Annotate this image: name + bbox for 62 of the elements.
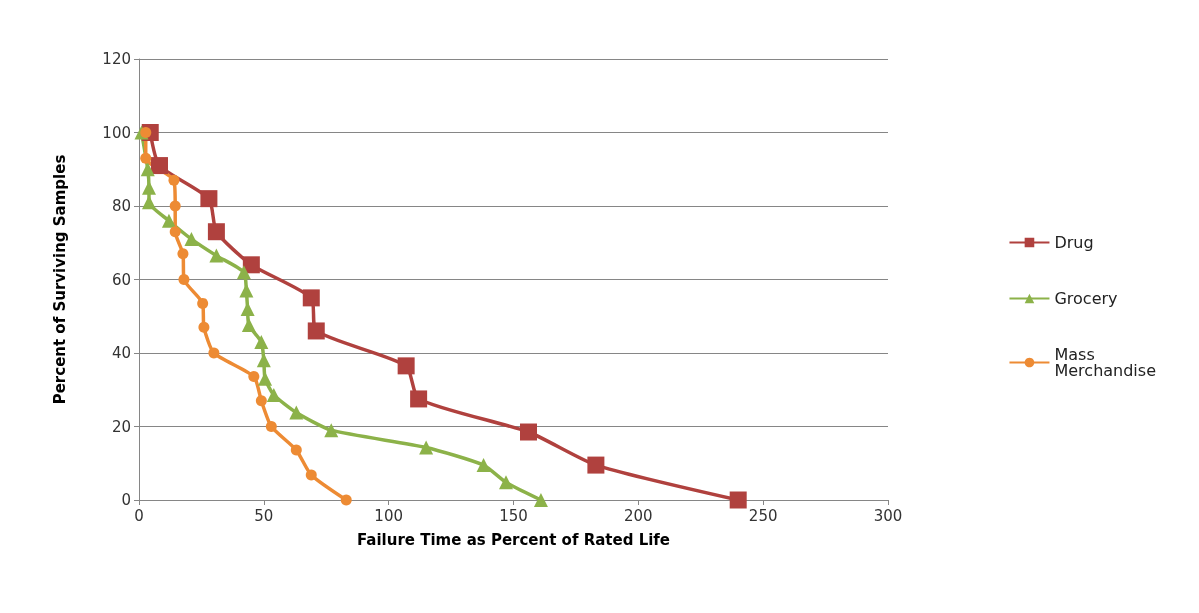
point [729, 491, 747, 509]
legend-label: Mass Merchandise [1054, 345, 1157, 380]
point [197, 297, 209, 309]
point [141, 195, 156, 210]
point [499, 475, 514, 490]
x-tick-label: 250 [748, 506, 778, 525]
point [208, 347, 220, 359]
point [324, 423, 339, 438]
point [169, 200, 181, 212]
point [533, 493, 548, 507]
x-axis-title: Failure Time as Percent of Rated Life [356, 530, 671, 549]
point [340, 494, 352, 506]
point [241, 318, 256, 333]
point [178, 274, 190, 285]
point [169, 226, 181, 238]
point [587, 456, 605, 474]
point [242, 256, 260, 274]
x-tick-label: 50 [254, 506, 274, 525]
point [248, 371, 260, 383]
point [266, 387, 281, 402]
point [140, 162, 155, 177]
point [255, 395, 267, 407]
y-tick-label: 100 [102, 123, 131, 142]
y-axis-title: Percent of Surviving Samples [50, 154, 69, 405]
point [207, 223, 225, 241]
point [305, 469, 317, 481]
y-tick-label: 120 [102, 50, 131, 68]
point [519, 423, 537, 441]
point [290, 444, 302, 456]
point [200, 190, 218, 208]
point [302, 289, 320, 307]
legend-label: Grocery [1054, 289, 1118, 308]
legend-label: Drug [1054, 233, 1094, 252]
point [397, 357, 415, 375]
point [254, 334, 269, 349]
point [265, 421, 277, 432]
point [209, 248, 224, 263]
point [239, 283, 254, 298]
point [476, 458, 491, 473]
x-tick-label: 100 [374, 506, 403, 525]
point [236, 265, 251, 280]
point [410, 390, 428, 408]
point [168, 174, 180, 186]
y-tick-label: 80 [111, 197, 131, 215]
point [419, 440, 434, 455]
x-tick-label: 300 [873, 506, 903, 525]
x-tick-label: 200 [624, 506, 653, 525]
point [150, 157, 168, 175]
point [177, 248, 189, 260]
y-tick-label: 20 [111, 417, 131, 436]
y-tick-label: 0 [121, 491, 131, 509]
point [161, 213, 176, 228]
x-tick-label: 0 [134, 506, 144, 525]
point [289, 405, 304, 420]
point [198, 321, 210, 333]
point [307, 322, 325, 340]
point [184, 232, 199, 247]
y-tick-label: 60 [111, 270, 131, 289]
point [256, 353, 271, 368]
point [140, 152, 152, 164]
x-tick-label: 150 [499, 506, 528, 525]
y-tick-label: 40 [111, 344, 131, 362]
